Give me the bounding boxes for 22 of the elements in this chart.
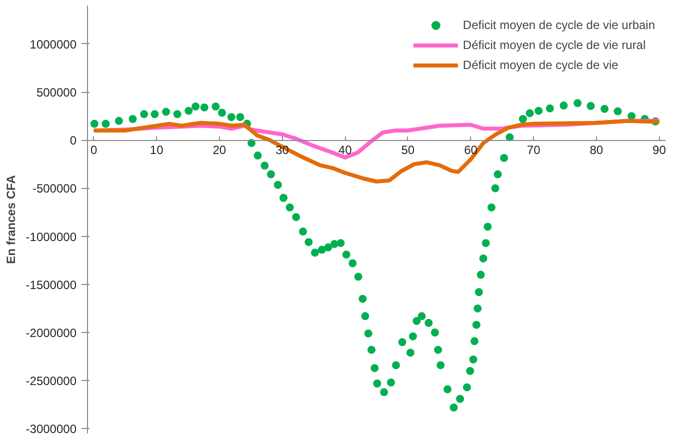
x-tick-label: 70 [526,143,541,158]
x-tick-label: 90 [652,143,666,158]
legend-label: Déficit moyen de cycle de vie rural [462,38,646,52]
y-tick-label: -1500000 [26,278,77,292]
x-tick-label: 40 [338,143,352,158]
x-tick-label: 20 [212,143,226,158]
y-tick-label: -3000000 [26,422,77,436]
y-tick-label: 0 [70,134,77,148]
y-tick-label: 500000 [36,86,77,100]
y-axis-title: En frances CFA [4,174,18,264]
x-tick-label: 60 [464,143,478,158]
y-tick-label: -2000000 [26,326,77,340]
y-tick-label: -1000000 [26,230,77,244]
legend-label: Déficit moyen de cycle de vie [462,58,618,72]
legend-label: Deficit moyen de cycle de vie urbain [462,18,655,32]
x-tick-label: 50 [401,143,415,158]
y-tick-label: -500000 [32,182,77,196]
y-tick-label: -2500000 [26,374,77,388]
x-tick-label: 80 [590,143,604,158]
y-tick-label: 1000000 [30,37,77,52]
x-tick-label: 0 [90,143,98,158]
x-tick-label: 10 [150,143,164,158]
